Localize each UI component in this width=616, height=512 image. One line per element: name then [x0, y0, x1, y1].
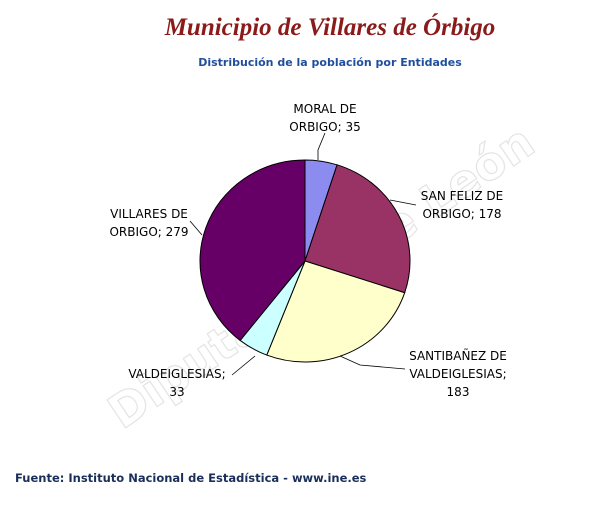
- slice-label-line: ORBIGO; 35: [289, 120, 360, 134]
- source-note: Fuente: Instituto Nacional de Estadístic…: [15, 471, 367, 485]
- leader-line: [339, 355, 406, 370]
- leader-lines: [189, 132, 417, 376]
- slice-label-line: ORBIGO; 279: [109, 225, 188, 239]
- pie-slice: [304, 164, 411, 294]
- leader-line: [389, 199, 417, 206]
- slice-label-line: VALDEIGLESIAS;: [409, 367, 506, 381]
- slice-labels: MORAL DE ORBIGO; 35 SAN FELIZ DE ORBIGO; 17…: [109, 102, 506, 399]
- pie-slices: [199, 159, 411, 363]
- slice-label-line: ORBIGO; 178: [422, 207, 501, 221]
- slice-label: VALDEIGLESIAS; 33: [128, 367, 225, 399]
- pie-slice: [266, 260, 406, 363]
- chart-title: Municipio de Villares de Órbigo: [164, 14, 496, 41]
- slice-label: SAN FELIZ DE ORBIGO; 178: [421, 189, 503, 221]
- slice-label-line: 33: [169, 385, 184, 399]
- pie-slice: [199, 159, 306, 342]
- slice-label: MORAL DE ORBIGO; 35: [289, 102, 360, 134]
- slice-label-line: SAN FELIZ DE: [421, 189, 503, 203]
- leader-line: [231, 355, 256, 376]
- slice-label-line: SANTIBAÑEZ DE: [409, 348, 507, 363]
- slice-label: SANTIBAÑEZ DE VALDEIGLESIAS; 183: [409, 348, 507, 399]
- leader-line: [317, 132, 326, 160]
- slice-label-line: VALDEIGLESIAS;: [128, 367, 225, 381]
- slice-label-line: MORAL DE: [293, 102, 356, 116]
- slice-label: VILLARES DE ORBIGO; 279: [109, 207, 188, 239]
- leader-line: [189, 220, 203, 236]
- slice-label-line: VILLARES DE: [110, 207, 188, 221]
- chart-subtitle: Distribución de la población por Entidad…: [198, 56, 462, 69]
- slice-label-line: 183: [447, 385, 470, 399]
